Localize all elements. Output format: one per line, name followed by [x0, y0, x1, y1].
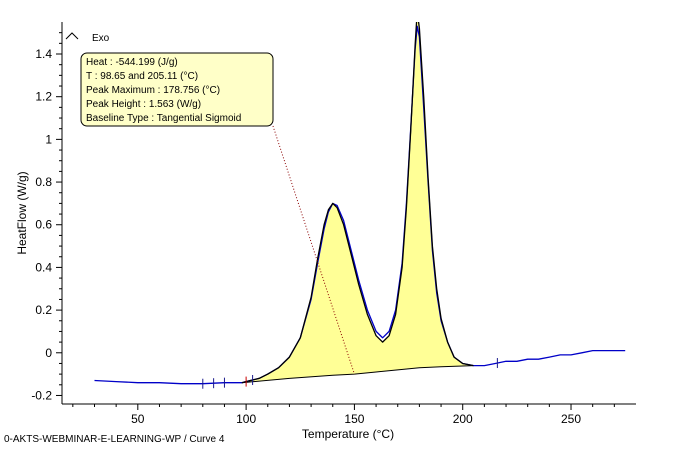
y-tick-label: 0.8	[35, 175, 52, 189]
marker-layer	[202, 358, 498, 389]
x-tick-label: 200	[453, 412, 473, 426]
baseline-line	[241, 365, 474, 384]
x-tick-label: 100	[236, 412, 256, 426]
y-tick-label: 0.6	[35, 218, 52, 232]
info-temperature-range: T : 98.65 and 205.11 (°C)	[86, 71, 198, 82]
x-tick-label: 50	[131, 412, 145, 426]
info-box-frame	[80, 52, 274, 127]
info-box: Heat : -544.199 (J/g) T : 98.65 and 205.…	[80, 52, 274, 127]
x-tick-label: 150	[344, 412, 364, 426]
exo-legend: Exo	[65, 32, 110, 44]
y-tick-label: 1.4	[35, 47, 52, 61]
series-layer	[94, 22, 626, 385]
peak-area-layer	[241, 22, 474, 383]
info-heat: Heat : -544.199 (J/g)	[86, 57, 178, 68]
y-tick-label: 0.4	[35, 260, 52, 274]
y-axis-title: HeatFlow (W/g)	[15, 171, 29, 254]
x-axis-title: Temperature (°C)	[302, 427, 394, 441]
x-tick-label: 250	[561, 412, 581, 426]
y-tick-label: 0.2	[35, 303, 52, 317]
fitted-curve	[241, 22, 474, 384]
info-peak-height: Peak Height : 1.563 (W/g)	[86, 99, 201, 110]
exo-label: Exo	[92, 33, 110, 44]
exo-arrow-icon	[65, 32, 79, 40]
y-tick-label: 0	[45, 346, 52, 360]
axes-layer: 50 100 150 200 250 -0.2 0 0.2 0.4 0.6 0.8 1 1.2 1.4	[31, 22, 636, 426]
info-peak-maximum: Peak Maximum : 178.756 (°C)	[86, 85, 220, 96]
y-tick-label: 1	[45, 132, 52, 146]
peak-area-fill	[241, 22, 474, 383]
footer-curve-label: 0-AKTS-WEBMINAR-E-LEARNING-WP / Curve 4	[4, 434, 225, 445]
baseline-layer	[241, 365, 474, 384]
y-tick-label: -0.2	[31, 388, 52, 402]
y-tick-label: 1.2	[35, 90, 52, 104]
info-baseline-type: Baseline Type : Tangential Sigmoid	[86, 113, 241, 124]
